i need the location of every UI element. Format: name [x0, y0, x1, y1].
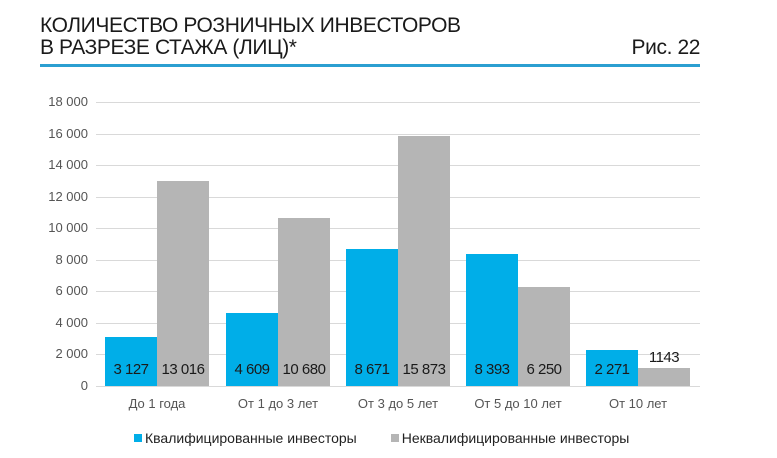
legend-item-non-qualified: Неквалифицированные инвесторы — [390, 430, 630, 446]
bar-non-qualified — [278, 217, 330, 386]
data-label: 15 873 — [402, 361, 446, 378]
y-tick-label: 10 000 — [48, 220, 88, 235]
bar-qualified — [586, 350, 638, 386]
bar-non-qualified — [398, 135, 450, 386]
data-label: 8 393 — [474, 361, 510, 378]
gridline — [96, 386, 700, 387]
bar-qualified — [105, 336, 157, 386]
y-tick-label: 18 000 — [48, 94, 88, 109]
plot-area: 3 127 13 016 4 609 10 680 8 671 15 873 8 393 6 … — [96, 102, 700, 387]
bar-non-qualified — [157, 180, 209, 386]
y-tick-label: 6 000 — [55, 283, 88, 298]
data-label: 1143 — [648, 348, 680, 366]
y-tick-label: 16 000 — [48, 126, 88, 141]
x-tick-label: От 10 лет — [608, 396, 668, 411]
x-tick-label: От 3 до 5 лет — [357, 396, 439, 411]
data-label: 10 680 — [282, 361, 326, 378]
x-tick-label: От 1 до 3 лет — [237, 396, 319, 411]
x-tick-label: От 5 до 10 лет — [474, 396, 562, 411]
figure-label: Рис. 22 — [631, 36, 701, 59]
legend: Квалифицированные инвесторы Неквалифицир… — [134, 430, 629, 446]
gridline — [96, 102, 700, 103]
data-label: 3 127 — [113, 361, 149, 378]
data-label: 6 250 — [526, 361, 562, 378]
chart-title: КОЛИЧЕСТВО РОЗНИЧНЫХ ИНВЕСТОРОВ В РАЗРЕЗ… — [40, 15, 461, 59]
data-label: 4 609 — [234, 361, 270, 378]
y-tick-label: 2 000 — [55, 346, 88, 361]
bar-non-qualified — [638, 367, 690, 386]
x-tick-label: До 1 года — [128, 396, 186, 411]
y-tick-label: 12 000 — [48, 189, 88, 204]
data-label: 13 016 — [161, 361, 205, 378]
bar-non-qualified — [518, 287, 570, 386]
y-tick-label: 4 000 — [55, 315, 88, 330]
bar-qualified — [226, 313, 278, 386]
gridline — [96, 134, 700, 135]
y-tick-label: 8 000 — [55, 252, 88, 267]
legend-label-qualified: Квалифицированные инвесторы — [145, 430, 357, 446]
y-tick-label: 14 000 — [48, 157, 88, 172]
chart-title-line-2: В РАЗРЕЗЕ СТАЖА (ЛИЦ)* — [40, 36, 297, 59]
legend-swatch-qualified-icon — [134, 434, 142, 442]
chart-title-line-1: КОЛИЧЕСТВО РОЗНИЧНЫХ ИНВЕСТОРОВ — [40, 14, 461, 37]
legend-label-non-qualified: Неквалифицированные инвесторы — [401, 430, 630, 446]
legend-swatch-non-qualified-icon — [390, 434, 399, 442]
bar-qualified — [466, 253, 518, 386]
data-label: 2 271 — [594, 361, 630, 378]
y-tick-label: 0 — [80, 378, 88, 393]
legend-item-qualified: Квалифицированные инвесторы — [134, 430, 357, 446]
data-label: 8 671 — [354, 361, 390, 378]
bar-qualified — [346, 249, 398, 386]
title-divider — [40, 64, 700, 67]
